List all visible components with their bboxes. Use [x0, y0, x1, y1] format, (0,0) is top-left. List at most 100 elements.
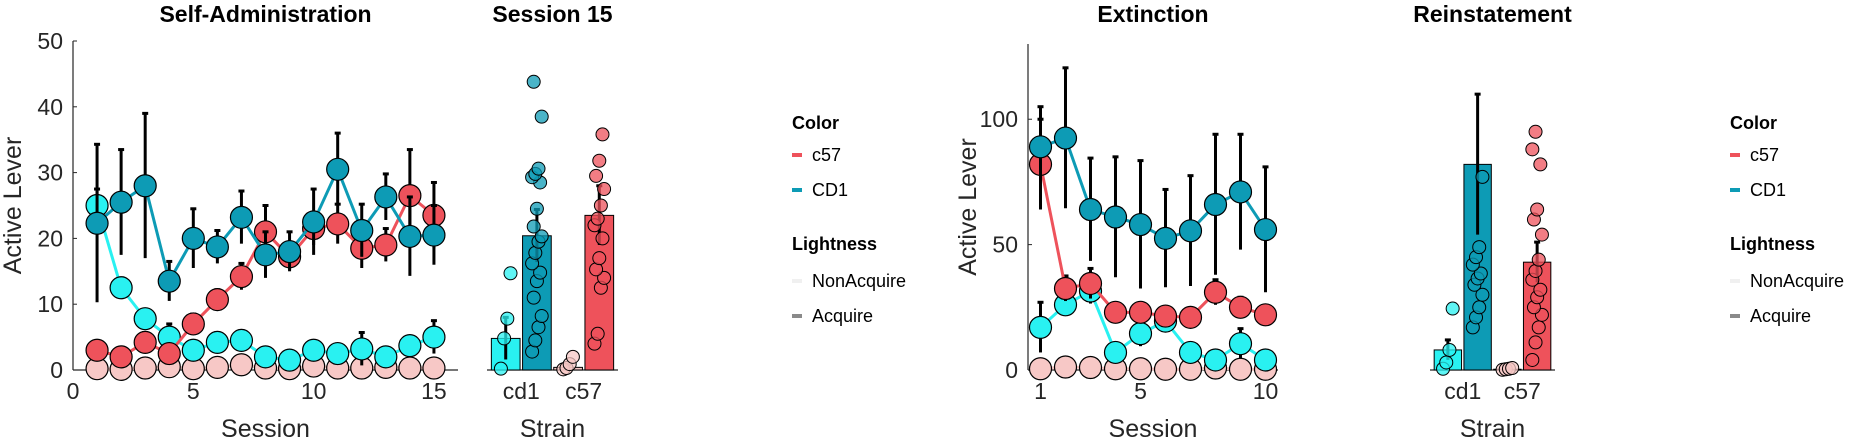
chart-title: Self-Administration	[159, 1, 371, 27]
y-tick-label: 50	[37, 28, 63, 54]
chart-title: Reinstatement	[1413, 1, 1572, 27]
y-tick-label: 40	[37, 94, 63, 120]
data-point	[85, 338, 109, 362]
individual-point	[1473, 266, 1488, 281]
category-label: c57	[565, 378, 602, 404]
individual-point	[1530, 202, 1545, 217]
individual-point	[526, 219, 541, 234]
individual-point	[500, 311, 515, 326]
data-point	[229, 264, 254, 289]
individual-point	[1505, 360, 1520, 375]
bar-group-cd1	[522, 74, 552, 371]
y-tick-label: 0	[50, 357, 63, 383]
data-point	[181, 338, 205, 362]
data-point	[374, 345, 398, 369]
individual-point	[1472, 300, 1487, 315]
data-point	[229, 328, 254, 352]
legend-label: CD1	[1750, 180, 1786, 200]
category-label: cd1	[1444, 378, 1481, 404]
individual-point	[493, 361, 508, 376]
x-axis-label: Strain	[520, 415, 585, 443]
data-point	[1228, 180, 1253, 204]
data-point	[1078, 197, 1103, 222]
y-tick-label: 20	[37, 225, 63, 251]
bar-group-cd1	[490, 266, 521, 376]
individual-point	[597, 182, 612, 197]
individual-point	[526, 290, 541, 305]
panel-self-admin: Self-Administration 0 10 20 30 40 50 0 5 10 15 Sess…	[0, 1, 458, 443]
legend-color-title: Color	[792, 113, 839, 133]
series-c57-nonacquire	[1028, 355, 1278, 381]
data-point	[181, 312, 205, 336]
data-point	[277, 239, 302, 264]
x-tick-label: 10	[301, 378, 327, 404]
legend-label: NonAcquire	[812, 271, 906, 291]
data-point	[1178, 340, 1203, 365]
data-point	[1153, 357, 1178, 381]
individual-point	[1475, 287, 1490, 302]
individual-point	[526, 74, 541, 89]
legend-label: c57	[812, 145, 841, 165]
series-cd1-acquire	[85, 111, 446, 303]
individual-point	[1528, 335, 1543, 350]
y-tick-label: 10	[37, 291, 63, 317]
legend-label: CD1	[812, 180, 848, 200]
y-tick-label: 0	[1005, 357, 1018, 383]
data-point	[1128, 357, 1153, 381]
category-label: c57	[1504, 378, 1541, 404]
data-point	[205, 330, 229, 354]
individual-point	[565, 349, 580, 364]
data-point	[1228, 332, 1253, 356]
bar-group-c57	[1522, 124, 1552, 371]
data-point	[374, 233, 398, 257]
legend-label: c57	[1750, 145, 1779, 165]
x-tick-label: 0	[67, 378, 80, 404]
individual-point	[503, 266, 518, 281]
data-point	[1103, 340, 1128, 365]
data-point	[1253, 348, 1278, 372]
data-point	[1203, 192, 1228, 217]
data-point	[1228, 295, 1253, 319]
bar-group-cd1	[1433, 301, 1463, 376]
series-line	[1039, 288, 1267, 362]
x-tick-label: 15	[421, 378, 447, 404]
data-point	[1153, 226, 1178, 250]
data-point	[109, 345, 133, 369]
bar-group-c57	[584, 127, 615, 371]
data-point	[1028, 135, 1053, 159]
individual-point	[1475, 169, 1490, 184]
data-point	[1128, 300, 1153, 324]
individual-point	[595, 231, 610, 246]
data-point	[85, 211, 109, 235]
individual-point	[497, 331, 512, 346]
data-point	[1253, 217, 1278, 242]
series-cd1-acquire	[1028, 66, 1278, 293]
bar-group-cd1	[1463, 92, 1492, 371]
data-point	[205, 287, 229, 312]
series-line	[1040, 365, 1266, 371]
x-axis-label: Strain	[1460, 415, 1525, 443]
x-axis-label: Session	[221, 415, 310, 443]
data-point	[109, 190, 133, 214]
data-point	[1203, 348, 1228, 372]
data-point	[1028, 315, 1053, 339]
data-point	[157, 269, 181, 293]
data-point	[398, 334, 422, 358]
individual-point	[528, 333, 543, 348]
individual-point	[533, 265, 548, 280]
data-point	[133, 330, 157, 354]
chart-title: Session 15	[492, 1, 612, 27]
data-point	[1053, 276, 1078, 301]
data-point	[205, 355, 229, 379]
individual-point	[597, 270, 612, 285]
data-point	[398, 356, 422, 380]
individual-point	[534, 109, 549, 124]
individual-point	[1533, 282, 1548, 297]
data-point	[1128, 212, 1153, 237]
data-point	[133, 356, 157, 380]
x-tick-label: 5	[187, 378, 200, 404]
bar-group-c57	[553, 349, 583, 377]
series-c57-acquire	[1028, 117, 1278, 329]
x-tick-label: 10	[1253, 378, 1279, 404]
